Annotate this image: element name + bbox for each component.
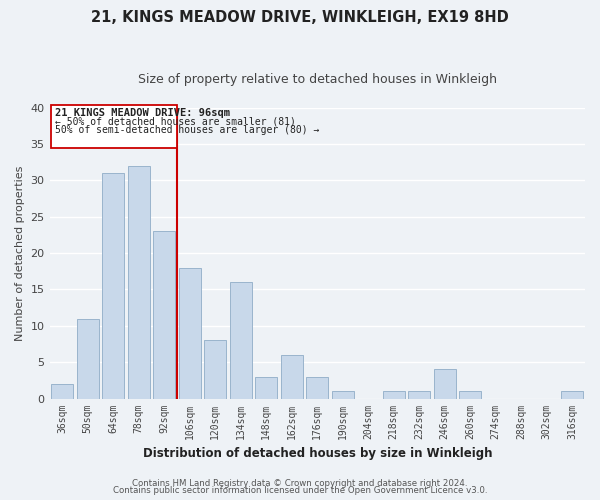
Bar (205, 340, 226, 398)
Bar (51, 106, 177, 148)
Text: ← 50% of detached houses are smaller (81): ← 50% of detached houses are smaller (81… (55, 116, 296, 126)
Text: 21, KINGS MEADOW DRIVE, WINKLEIGH, EX19 8HD: 21, KINGS MEADOW DRIVE, WINKLEIGH, EX19 … (91, 10, 509, 25)
Title: Size of property relative to detached houses in Winkleigh: Size of property relative to detached ho… (138, 72, 497, 86)
Text: 21 KINGS MEADOW DRIVE: 96sqm: 21 KINGS MEADOW DRIVE: 96sqm (55, 108, 230, 118)
Bar (230, 282, 251, 399)
Bar (256, 376, 277, 398)
Bar (307, 376, 328, 398)
Text: 50% of semi-detached houses are larger (80) →: 50% of semi-detached houses are larger (… (55, 125, 319, 135)
Bar (154, 231, 175, 398)
X-axis label: Distribution of detached houses by size in Winkleigh: Distribution of detached houses by size … (143, 447, 492, 460)
Bar (409, 392, 430, 398)
Bar (460, 392, 481, 398)
Bar (562, 392, 583, 398)
Bar (179, 268, 200, 398)
Bar (383, 392, 404, 398)
Y-axis label: Number of detached properties: Number of detached properties (15, 166, 25, 340)
Text: Contains public sector information licensed under the Open Government Licence v3: Contains public sector information licen… (113, 486, 487, 495)
Bar (128, 166, 149, 398)
Bar (103, 173, 124, 398)
Bar (281, 355, 302, 399)
Bar (77, 318, 98, 398)
Bar (52, 384, 73, 398)
Bar (434, 370, 455, 398)
Text: Contains HM Land Registry data © Crown copyright and database right 2024.: Contains HM Land Registry data © Crown c… (132, 478, 468, 488)
Bar (332, 392, 353, 398)
